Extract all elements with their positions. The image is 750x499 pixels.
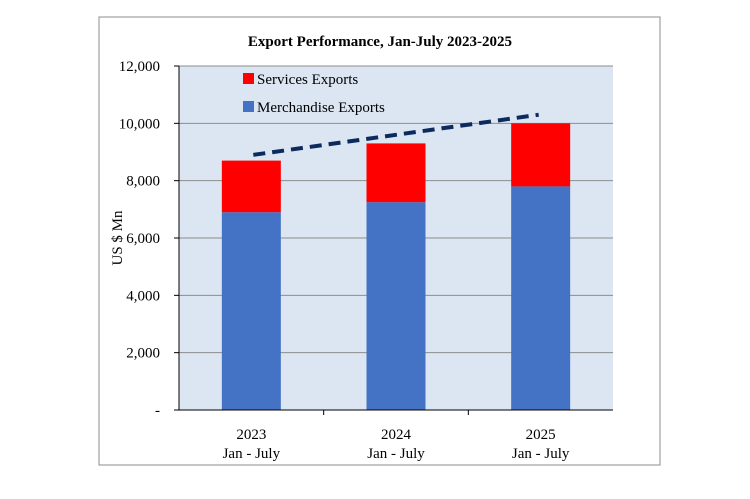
x-tick-period: Jan - July <box>223 446 281 462</box>
trend-line <box>253 112 539 157</box>
chart-title: Export Performance, Jan-July 2023-2025 <box>248 34 512 50</box>
x-tick-year: 2023 <box>236 427 266 443</box>
y-tick-label: 10,000 <box>119 116 160 132</box>
y-axis-ticks: - 2,000 4,000 6,000 8,000 10,000 12,000 <box>119 59 179 419</box>
y-tick-label: 4,000 <box>126 288 160 304</box>
y-tick-label: 2,000 <box>126 346 160 362</box>
x-tick-year: 2025 <box>526 427 556 443</box>
legend: Services Exports Merchandise Exports <box>243 72 385 116</box>
bar-services-exports-2023 <box>221 160 281 213</box>
x-tick-year: 2024 <box>381 427 412 443</box>
y-tick-label: - <box>155 403 160 419</box>
legend-swatch <box>243 73 254 84</box>
x-tick-period: Jan - July <box>512 446 570 462</box>
legend-label: Services Exports <box>257 72 358 88</box>
bar-merchandise-exports-2024 <box>366 202 426 410</box>
y-tick-label: 6,000 <box>126 231 160 247</box>
x-axis-ticks: 2023 Jan - July 2024 Jan - July 2025 Jan - Ju… <box>223 410 570 462</box>
bar-merchandise-exports-2025 <box>511 186 571 410</box>
y-axis-label: US $ Mn <box>110 210 126 266</box>
bar-merchandise-exports-2023 <box>221 212 281 410</box>
y-tick-label: 8,000 <box>126 174 160 190</box>
y-tick-label: 12,000 <box>119 59 160 75</box>
legend-label: Merchandise Exports <box>257 100 385 116</box>
x-tick-period: Jan - July <box>367 446 425 462</box>
legend-swatch <box>243 101 254 112</box>
bar-services-exports-2024 <box>366 143 426 203</box>
bar-services-exports-2025 <box>511 123 571 187</box>
bars <box>221 123 571 410</box>
